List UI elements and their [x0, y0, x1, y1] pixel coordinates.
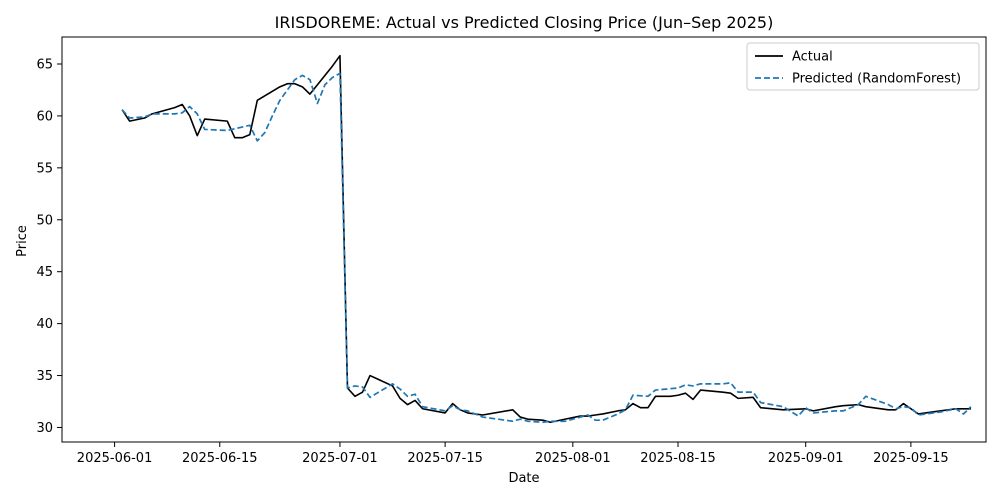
y-tick-label: 50: [36, 213, 53, 228]
x-tick-label: 2025-06-01: [77, 451, 153, 466]
x-tick-label: 2025-08-15: [640, 451, 716, 466]
x-tick-label: 2025-07-01: [302, 451, 378, 466]
x-tick-label: 2025-09-01: [768, 451, 844, 466]
y-tick-label: 35: [36, 369, 53, 384]
x-axis: 2025-06-01 2025-06-15 2025-07-01 2025-07-15…: [77, 442, 949, 466]
y-axis-label: Price: [15, 225, 30, 257]
legend-label-predicted: Predicted (RandomForest): [792, 72, 961, 87]
chart-title: IRISDOREME: Actual vs Predicted Closing …: [275, 13, 774, 32]
y-tick-label: 65: [36, 58, 53, 73]
y-tick-label: 40: [36, 317, 53, 332]
plot-frame: [61, 36, 987, 443]
x-tick-label: 2025-06-15: [182, 451, 258, 466]
legend-label-actual: Actual: [792, 50, 833, 65]
x-tick-label: 2025-08-01: [535, 451, 611, 466]
plot-background: [62, 37, 986, 442]
y-tick-label: 55: [36, 161, 53, 176]
x-tick-label: 2025-07-15: [407, 451, 483, 466]
predicted-series-line: [121, 72, 972, 424]
y-tick-label: 60: [36, 109, 53, 124]
y-tick-label: 45: [36, 265, 53, 280]
y-tick-label: 30: [36, 421, 53, 436]
legend-box: [746, 42, 980, 91]
series-layer: [121, 54, 972, 424]
y-axis: 30 35 40 45 50 55 60 65: [36, 58, 62, 436]
plot-area: [62, 37, 986, 442]
x-axis-label: Date: [508, 471, 539, 486]
legend: Actual Predicted (RandomForest): [746, 42, 980, 91]
x-tick-label: 2025-09-15: [873, 451, 949, 466]
